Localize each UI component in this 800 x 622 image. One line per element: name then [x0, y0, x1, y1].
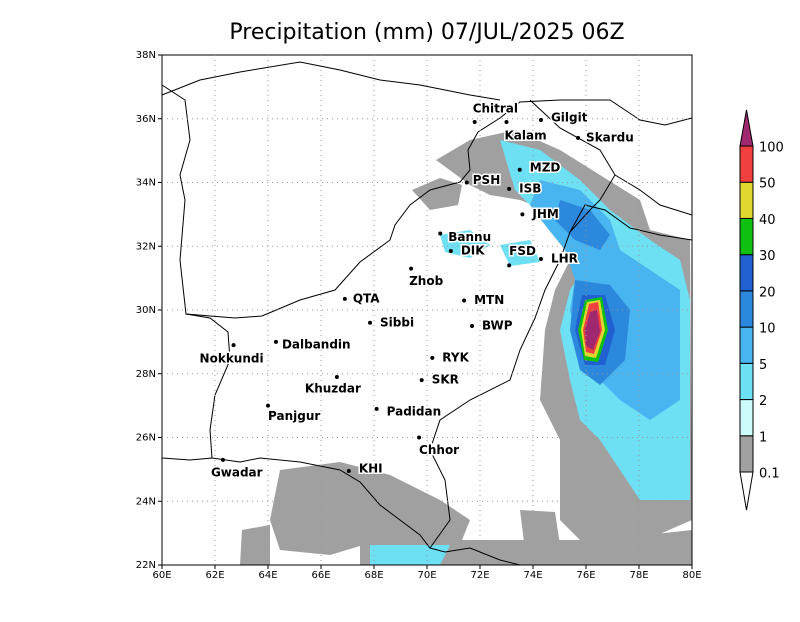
city-dot	[266, 403, 270, 408]
city-label: Bannu	[448, 230, 491, 244]
colorbar-extension-high	[739, 109, 754, 147]
x-tick-label: 74E	[523, 570, 542, 581]
city-label: RYK	[442, 350, 469, 364]
y-tick-label: 22N	[136, 560, 156, 571]
city-dot	[448, 249, 453, 254]
city-dot	[472, 119, 477, 124]
colorbar-label: 30	[759, 249, 776, 264]
y-tick-label: 24N	[136, 496, 156, 507]
city-dot	[374, 406, 379, 411]
x-tick-label: 80E	[682, 570, 701, 581]
city-label: JHM	[531, 207, 558, 221]
x-tick-label: 66E	[311, 570, 330, 581]
city-label: Gilgit	[551, 111, 588, 125]
colorbar-segment	[739, 181, 754, 219]
city-dot	[346, 468, 351, 473]
x-tick-label: 70E	[417, 570, 436, 581]
city-dot	[220, 457, 225, 462]
city-label: Skardu	[586, 130, 634, 144]
city-dot	[417, 435, 422, 440]
x-tick-label: 72E	[470, 570, 489, 581]
city-label: Padidan	[387, 404, 442, 418]
colorbar-segment	[739, 254, 754, 292]
city-dot	[334, 374, 339, 379]
city-dot	[470, 323, 475, 328]
colorbar-segment	[739, 217, 754, 256]
x-tick-label: 62E	[205, 570, 224, 581]
x-tick-label: 68E	[364, 570, 383, 581]
city-label: Chitral	[473, 101, 518, 115]
precipitation-fields	[240, 130, 692, 565]
y-tick-label: 32N	[136, 241, 156, 252]
city-label: ISB	[519, 181, 541, 195]
colorbar-segment	[739, 362, 754, 401]
city-dot	[504, 119, 509, 124]
city-dot	[507, 186, 512, 191]
city-dot	[419, 378, 424, 383]
colorbar-segment	[739, 435, 754, 473]
colorbar-label: 20	[759, 285, 776, 300]
city-label: Dalbandin	[282, 337, 351, 351]
city-label: DIK	[461, 244, 485, 258]
city-label: Panjgur	[268, 409, 320, 423]
y-tick-label: 36N	[136, 114, 156, 125]
city-label: FSD	[509, 244, 536, 258]
city-label: PSH	[473, 173, 500, 187]
city-dot	[462, 298, 467, 303]
colorbar-label: 1	[759, 430, 767, 445]
city-label: BWP	[482, 318, 513, 332]
x-tick-label: 64E	[258, 570, 277, 581]
city-label: MTN	[474, 293, 504, 307]
city-label: Sibbi	[380, 315, 414, 329]
colorbar-label: 40	[759, 213, 776, 228]
city-dot	[368, 320, 373, 325]
city-dot	[576, 135, 581, 140]
colorbar-label: 50	[759, 177, 776, 192]
map-title: Precipitation (mm) 07/JUL/2025 06Z	[229, 20, 624, 45]
city-dot	[517, 167, 522, 172]
city-dot	[273, 339, 278, 344]
colorbar-label: 10	[759, 322, 776, 337]
city-dot	[231, 343, 236, 348]
city-label: Nokkundi	[200, 352, 264, 366]
colorbar-segment	[739, 326, 754, 364]
y-tick-label: 34N	[136, 178, 156, 189]
x-tick-label: 78E	[629, 570, 648, 581]
y-tick-label: 38N	[136, 50, 156, 61]
colorbar-label: 100	[759, 141, 784, 156]
colorbar-segment	[739, 290, 754, 328]
y-tick-label: 28N	[136, 369, 156, 380]
y-tick-label: 30N	[136, 305, 156, 316]
city-label: SKR	[432, 373, 459, 387]
colorbar-label: 0.1	[759, 467, 780, 482]
city-label: Zhob	[409, 274, 443, 288]
colorbar-segment	[739, 399, 754, 437]
city-label: Gwadar	[211, 465, 263, 479]
city-dot	[464, 180, 469, 185]
colorbar-label: 2	[759, 394, 767, 409]
city-label: KHI	[359, 461, 383, 475]
city-dot	[538, 257, 543, 261]
city-dot	[438, 231, 443, 236]
colorbar-segment	[739, 145, 754, 183]
city-label: Chhor	[419, 443, 459, 457]
x-tick-label: 76E	[576, 570, 595, 581]
city-dot	[409, 266, 414, 271]
city-dot	[430, 355, 435, 360]
city-label: MZD	[530, 160, 561, 174]
city-label: LHR	[551, 252, 578, 266]
city-dot	[507, 263, 512, 268]
city-dot	[520, 212, 525, 217]
colorbar-extension-low	[739, 471, 754, 511]
city-label: QTA	[353, 291, 380, 305]
city-dot	[342, 296, 347, 301]
city-label: Kalam	[505, 128, 547, 142]
y-tick-label: 26N	[136, 433, 156, 444]
city-label: Khuzdar	[305, 381, 361, 395]
colorbar-label: 5	[759, 358, 767, 373]
city-dot	[538, 118, 543, 123]
x-tick-label: 60E	[152, 570, 171, 581]
